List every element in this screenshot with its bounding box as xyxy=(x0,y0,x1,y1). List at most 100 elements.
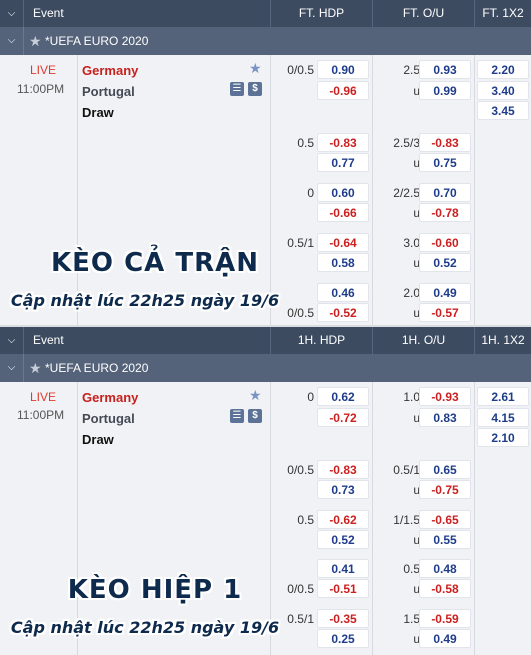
ou-line: 2.5 xyxy=(403,63,420,77)
away-team[interactable]: Portugal xyxy=(82,411,135,426)
ou-under-odd[interactable]: 0.99 xyxy=(419,81,471,100)
star-icon[interactable]: ★ xyxy=(29,360,42,376)
hdp-away-odd[interactable]: -0.51 xyxy=(317,579,369,598)
ou-over-odd[interactable]: 0.65 xyxy=(419,460,471,479)
hdp-line: 0.5/1 xyxy=(287,612,314,626)
home-team[interactable]: Germany xyxy=(82,390,139,405)
ou-over-odd[interactable]: -0.59 xyxy=(419,609,471,628)
ou-over-odd[interactable]: 0.70 xyxy=(419,183,471,202)
hdp-away-odd[interactable]: 0.25 xyxy=(317,629,369,648)
first-half-section: ⌵ Event 1H. HDP 1H. O/U 1H. 1X2 ⌵ ★ *UEF… xyxy=(0,327,531,655)
odd-1x2-draw[interactable]: 3.45 xyxy=(477,101,529,120)
ou-under-odd[interactable]: 0.55 xyxy=(419,530,471,549)
odd-1x2-draw[interactable]: 2.10 xyxy=(477,428,529,447)
star-icon[interactable]: ★ xyxy=(29,33,42,49)
ou-under-odd[interactable]: 0.83 xyxy=(419,408,471,427)
ou-under-odd[interactable]: -0.78 xyxy=(419,203,471,222)
live-badge: LIVE xyxy=(30,63,57,77)
hdp-line: 0/0.5 xyxy=(287,582,314,596)
hdp-home-odd[interactable]: -0.64 xyxy=(317,233,369,252)
column-header: ⌵ Event 1H. HDP 1H. O/U 1H. 1X2 xyxy=(0,327,531,354)
header-1x2[interactable]: 1H. 1X2 xyxy=(474,327,531,354)
league-row[interactable]: ⌵ ★ *UEFA EURO 2020 xyxy=(0,27,531,55)
hdp-home-odd[interactable]: -0.83 xyxy=(317,133,369,152)
league-row[interactable]: ⌵ ★ *UEFA EURO 2020 xyxy=(0,354,531,382)
ou-over-odd[interactable]: 0.93 xyxy=(419,60,471,79)
ou-under-label: u xyxy=(413,483,420,497)
hdp-line: 0 xyxy=(307,390,314,404)
league-name: *UEFA EURO 2020 xyxy=(45,361,149,375)
ou-under-odd[interactable]: 0.52 xyxy=(419,253,471,272)
overlay-subtitle: Cập nhật lúc 22h25 ngày 19/6 xyxy=(10,291,280,310)
odd-1x2-home[interactable]: 2.61 xyxy=(477,387,529,406)
header-hdp[interactable]: FT. HDP xyxy=(270,0,372,27)
ou-line: 2.0 xyxy=(403,286,420,300)
hdp-home-odd[interactable]: 0.60 xyxy=(317,183,369,202)
hdp-home-odd[interactable]: 0.41 xyxy=(317,559,369,578)
ou-line: 1/1.5 xyxy=(393,513,420,527)
league-name: *UEFA EURO 2020 xyxy=(45,34,149,48)
hdp-home-odd[interactable]: -0.35 xyxy=(317,609,369,628)
live-badge: LIVE xyxy=(30,390,57,404)
header-ou[interactable]: FT. O/U xyxy=(372,0,474,27)
hdp-away-odd[interactable]: -0.72 xyxy=(317,408,369,427)
stats-icon[interactable]: ☰ xyxy=(230,82,244,96)
header-1x2[interactable]: FT. 1X2 xyxy=(474,0,531,27)
odd-1x2-away[interactable]: 3.40 xyxy=(477,81,529,100)
header-hdp[interactable]: 1H. HDP xyxy=(270,327,372,354)
hdp-line: 0/0.5 xyxy=(287,306,314,320)
draw-label: Draw xyxy=(82,432,114,447)
odd-1x2-away[interactable]: 4.15 xyxy=(477,408,529,427)
odd-1x2-home[interactable]: 2.20 xyxy=(477,60,529,79)
ou-over-odd[interactable]: -0.65 xyxy=(419,510,471,529)
stats-icon[interactable]: ☰ xyxy=(230,409,244,423)
hdp-home-odd[interactable]: -0.62 xyxy=(317,510,369,529)
full-time-section: ⌵ Event FT. HDP FT. O/U FT. 1X2 ⌵ ★ *UEF… xyxy=(0,0,531,325)
section-divider xyxy=(0,325,531,327)
hdp-away-odd[interactable]: 0.77 xyxy=(317,153,369,172)
ou-over-odd[interactable]: 0.48 xyxy=(419,559,471,578)
hdp-away-odd[interactable]: -0.52 xyxy=(317,303,369,322)
star-icon[interactable]: ★ xyxy=(249,387,262,403)
hdp-away-odd[interactable]: -0.66 xyxy=(317,203,369,222)
ou-line: 1.5 xyxy=(403,612,420,626)
ou-under-label: u xyxy=(413,411,420,425)
header-event: Event xyxy=(33,6,64,20)
hdp-away-odd[interactable]: 0.58 xyxy=(317,253,369,272)
ou-under-odd[interactable]: -0.58 xyxy=(419,579,471,598)
ou-under-odd[interactable]: -0.57 xyxy=(419,303,471,322)
overlay-title: KÈO HIỆP 1 xyxy=(67,575,243,605)
ou-over-odd[interactable]: -0.60 xyxy=(419,233,471,252)
match-block: LIVE 11:00PM Germany Portugal Draw ★ ☰ $… xyxy=(0,55,531,325)
overlay-title: KÈO CẢ TRẬN xyxy=(51,248,259,278)
ou-under-odd[interactable]: -0.75 xyxy=(419,480,471,499)
ou-over-odd[interactable]: -0.83 xyxy=(419,133,471,152)
away-team[interactable]: Portugal xyxy=(82,84,135,99)
hdp-away-odd[interactable]: -0.96 xyxy=(317,81,369,100)
chevron-down-icon[interactable]: ⌵ xyxy=(0,354,24,382)
chevron-down-icon[interactable]: ⌵ xyxy=(0,0,24,27)
header-ou[interactable]: 1H. O/U xyxy=(372,327,474,354)
ou-under-odd[interactable]: 0.75 xyxy=(419,153,471,172)
ou-under-label: u xyxy=(413,256,420,270)
ou-under-odd[interactable]: 0.49 xyxy=(419,629,471,648)
match-block: LIVE 11:00PM Germany Portugal Draw ★ ☰ $… xyxy=(0,382,531,655)
hdp-home-odd[interactable]: 0.62 xyxy=(317,387,369,406)
hdp-line: 0/0.5 xyxy=(287,63,314,77)
ou-over-odd[interactable]: 0.49 xyxy=(419,283,471,302)
hdp-home-odd[interactable]: 0.90 xyxy=(317,60,369,79)
home-team[interactable]: Germany xyxy=(82,63,139,78)
ou-line: 3.0 xyxy=(403,236,420,250)
chevron-down-icon[interactable]: ⌵ xyxy=(0,327,24,354)
match-time: 11:00PM xyxy=(17,82,65,96)
dollar-icon[interactable]: $ xyxy=(248,82,262,96)
hdp-away-odd[interactable]: 0.73 xyxy=(317,480,369,499)
hdp-home-odd[interactable]: 0.46 xyxy=(317,283,369,302)
hdp-away-odd[interactable]: 0.52 xyxy=(317,530,369,549)
ou-over-odd[interactable]: -0.93 xyxy=(419,387,471,406)
hdp-home-odd[interactable]: -0.83 xyxy=(317,460,369,479)
star-icon[interactable]: ★ xyxy=(249,60,262,76)
hdp-line: 0.5 xyxy=(297,136,314,150)
dollar-icon[interactable]: $ xyxy=(248,409,262,423)
chevron-down-icon[interactable]: ⌵ xyxy=(0,27,24,55)
